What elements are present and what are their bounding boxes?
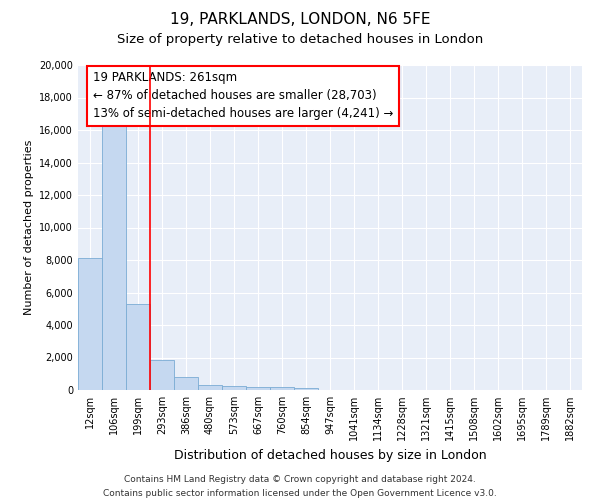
Text: Size of property relative to detached houses in London: Size of property relative to detached ho… [117,32,483,46]
Bar [246,387,270,390]
Bar [78,258,102,390]
Bar [150,360,174,390]
Text: 19 PARKLANDS: 261sqm
← 87% of detached houses are smaller (28,703)
13% of semi-d: 19 PARKLANDS: 261sqm ← 87% of detached h… [93,72,394,120]
Bar [126,304,150,390]
Bar [198,385,222,390]
Text: Contains HM Land Registry data © Crown copyright and database right 2024.
Contai: Contains HM Land Registry data © Crown c… [103,476,497,498]
Bar [270,387,294,390]
Y-axis label: Number of detached properties: Number of detached properties [24,140,34,315]
Bar [102,122,126,390]
Text: 19, PARKLANDS, LONDON, N6 5FE: 19, PARKLANDS, LONDON, N6 5FE [170,12,430,28]
Bar [174,377,198,390]
X-axis label: Distribution of detached houses by size in London: Distribution of detached houses by size … [173,448,487,462]
Bar [294,388,318,390]
Bar [222,386,246,390]
